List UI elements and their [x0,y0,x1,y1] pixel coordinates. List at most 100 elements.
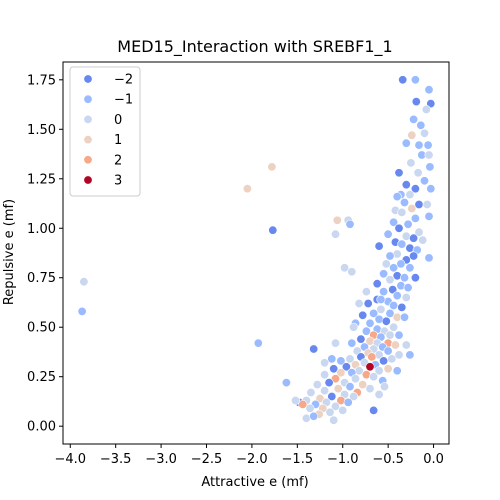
data-point [394,350,404,360]
data-point [410,75,420,85]
data-point [312,380,322,390]
data-point [336,356,346,366]
points-layer [77,75,436,425]
data-point [426,184,436,194]
x-tick-label: −0.5 [372,452,404,467]
data-point [77,306,87,316]
data-point [338,405,348,415]
data-point [345,219,355,229]
data-point [403,219,413,229]
data-point [379,269,389,279]
data-point [358,310,368,320]
data-point [306,387,316,397]
legend-marker [83,135,93,145]
data-point [336,368,346,378]
legend-marker [83,74,93,84]
data-point [349,322,359,332]
y-tick-label: 1.00 [27,222,56,237]
data-point [363,298,373,308]
data-point [411,97,421,107]
data-point [392,192,402,202]
data-point [419,128,429,138]
data-point [369,405,379,415]
data-point [367,352,377,362]
legend-marker [83,94,93,104]
data-point [401,340,411,350]
y-tick-label: 1.25 [27,172,56,187]
data-point [385,330,395,340]
data-point [361,287,371,297]
data-point [365,318,375,328]
data-point [399,273,409,283]
data-point [327,354,337,364]
data-point [309,344,319,354]
legend-marker [83,155,93,165]
data-point [406,158,416,168]
data-point [424,211,434,221]
y-tick-label: 1.50 [27,123,56,138]
data-point [389,300,399,310]
data-point [422,200,432,210]
data-point [374,366,384,376]
data-point [396,259,406,269]
data-point [413,168,423,178]
data-point [394,223,404,233]
data-point [332,215,342,225]
legend-marker [83,175,93,185]
data-point [405,350,415,360]
data-point [379,356,389,366]
data-point [383,364,393,374]
axes-layer: −4.0 −3.5 −3.0 −2.5 −2.0 −1.5 −1.0 −0.5 0.0 0.00 0… [27,61,450,467]
data-point [410,213,420,223]
data-point [369,308,379,318]
data-point [379,382,389,392]
data-point [401,138,411,148]
data-point [383,346,393,356]
data-point [253,338,263,348]
data-point [401,292,411,302]
x-tick-label: −1.5 [282,452,314,467]
data-point [392,366,402,376]
data-point [389,217,399,227]
y-tick-label: 0.25 [27,370,56,385]
data-point [365,384,375,394]
data-point [369,372,379,382]
data-point [340,263,350,273]
x-tick-label: 0.0 [423,452,444,467]
data-point [410,184,420,194]
data-point [418,235,428,245]
data-point [403,283,413,293]
legend: −2 −1 0 1 2 3 [69,66,141,197]
data-point [385,251,395,261]
data-point [374,241,384,251]
y-tick-label: 0.50 [27,321,56,336]
data-point [281,378,291,388]
data-point [324,378,334,388]
data-point [329,415,339,425]
data-point [381,316,391,326]
data-point [330,229,340,239]
legend-label: 0 [114,113,122,128]
x-tick-label: −2.0 [236,452,268,467]
data-point [389,263,399,273]
data-point [365,362,375,372]
data-point [298,399,308,409]
data-point [394,330,404,340]
data-point [358,380,368,390]
data-point [345,354,355,364]
data-point [385,308,395,318]
data-point [419,176,429,186]
data-point [389,322,399,332]
data-point [409,114,419,124]
data-point [372,279,382,289]
data-point [421,105,431,115]
y-tick-label: 0.00 [27,420,56,435]
x-tick-label: −3.0 [145,452,177,467]
data-point [424,253,434,263]
data-point [354,298,364,308]
data-point [414,140,424,150]
data-point [347,338,357,348]
x-tick-label: −3.5 [100,452,132,467]
data-point [333,384,343,394]
legend-label: −1 [114,93,133,108]
